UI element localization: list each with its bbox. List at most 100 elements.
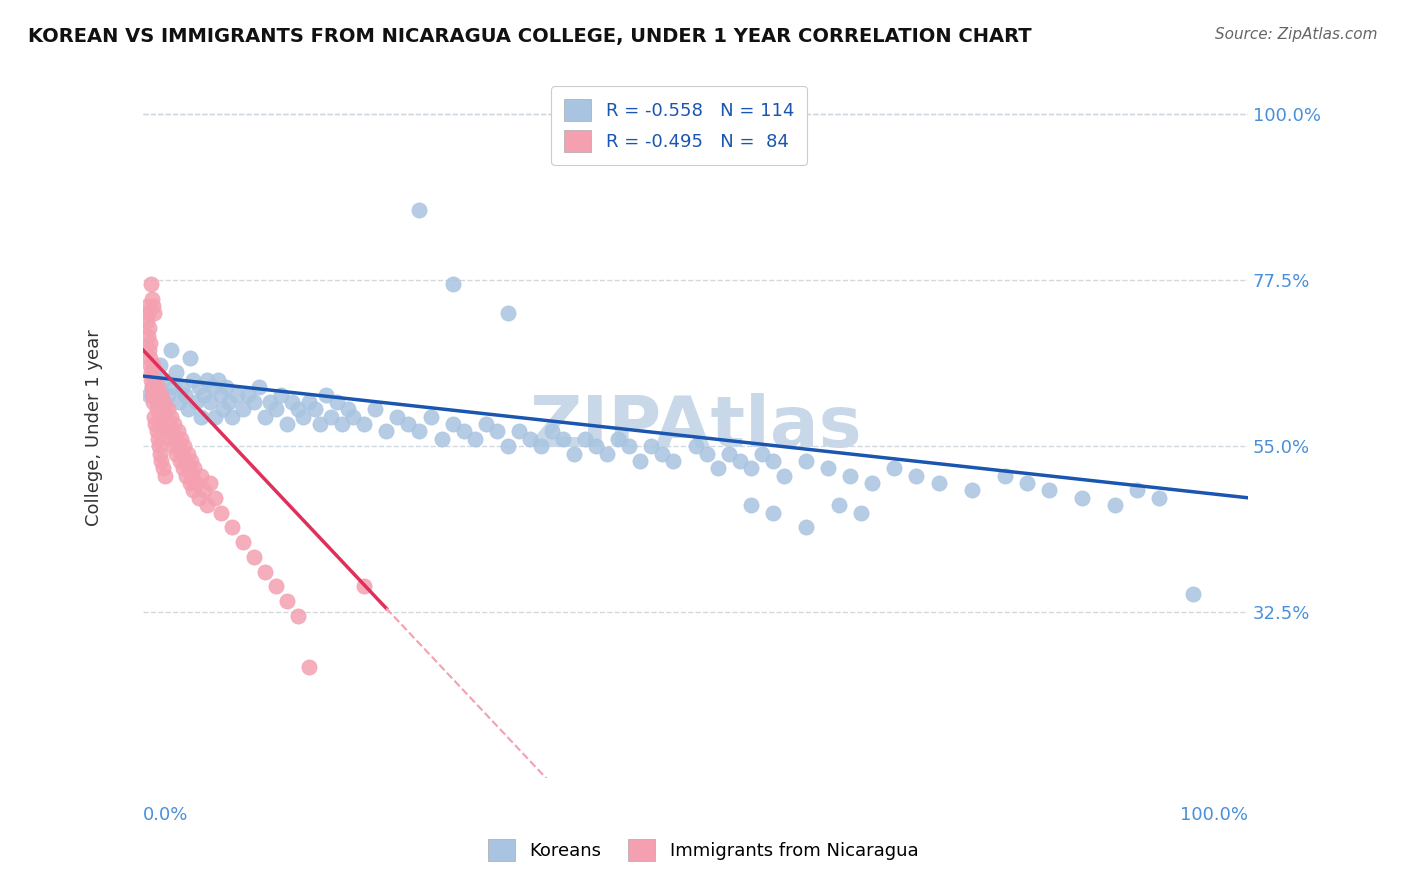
Point (172, 461, 194, 475)
Text: College, Under 1 year: College, Under 1 year (84, 329, 103, 526)
Point (156, 402, 179, 417)
Point (150, 387, 173, 401)
Point (167, 439, 190, 453)
Point (243, 549, 266, 564)
Point (662, 454, 685, 468)
Point (170, 380, 193, 394)
Point (204, 409, 226, 424)
Point (238, 387, 260, 401)
Point (163, 380, 186, 394)
Point (706, 461, 728, 475)
Point (1126, 483, 1149, 498)
Point (685, 439, 707, 453)
Point (181, 483, 204, 498)
Point (141, 380, 163, 394)
Point (176, 402, 198, 417)
Point (146, 432, 169, 446)
Point (276, 594, 298, 608)
Point (135, 299, 157, 313)
Point (342, 409, 364, 424)
Point (143, 366, 166, 380)
Point (226, 387, 249, 401)
Point (150, 454, 173, 468)
Point (193, 483, 215, 498)
Point (562, 446, 585, 460)
Point (160, 425, 183, 439)
Point (176, 468, 198, 483)
Point (136, 328, 159, 343)
Point (464, 432, 486, 446)
Point (145, 402, 167, 417)
Point (596, 446, 619, 460)
Point (253, 565, 276, 579)
Point (387, 409, 409, 424)
Point (640, 439, 662, 453)
Point (474, 417, 496, 431)
Point (149, 446, 172, 460)
Point (212, 402, 235, 417)
Point (152, 373, 174, 387)
Point (160, 343, 183, 358)
Point (585, 439, 607, 453)
Point (396, 417, 419, 431)
Point (259, 395, 281, 409)
Point (717, 446, 740, 460)
Point (519, 432, 541, 446)
Point (143, 373, 166, 387)
Point (740, 498, 762, 512)
Point (281, 395, 304, 409)
Point (165, 432, 187, 446)
Point (330, 417, 353, 431)
Point (325, 395, 347, 409)
Point (276, 417, 298, 431)
Point (180, 454, 202, 468)
Point (187, 380, 209, 394)
Point (651, 446, 673, 460)
Point (139, 335, 162, 350)
Point (157, 417, 180, 431)
Point (149, 409, 172, 424)
Point (319, 409, 342, 424)
Point (193, 387, 215, 401)
Text: ZIPAtlas: ZIPAtlas (529, 393, 862, 462)
Point (174, 387, 197, 401)
Point (298, 395, 321, 409)
Point (135, 314, 157, 328)
Point (304, 402, 326, 417)
Point (141, 380, 163, 394)
Point (728, 454, 751, 468)
Text: 100.0%: 100.0% (1180, 806, 1249, 824)
Point (163, 417, 186, 431)
Point (287, 608, 309, 623)
Point (441, 417, 464, 431)
Point (159, 432, 181, 446)
Point (142, 358, 165, 372)
Point (187, 491, 209, 505)
Point (177, 461, 200, 475)
Point (209, 506, 232, 520)
Point (139, 351, 162, 365)
Point (751, 446, 773, 460)
Point (762, 506, 785, 520)
Point (839, 468, 862, 483)
Point (156, 387, 179, 401)
Point (794, 454, 817, 468)
Point (860, 476, 883, 491)
Point (197, 498, 219, 512)
Point (232, 535, 254, 549)
Point (183, 461, 205, 475)
Point (353, 579, 375, 593)
Point (221, 409, 243, 424)
Point (197, 373, 219, 387)
Point (152, 461, 174, 475)
Point (215, 380, 238, 394)
Point (375, 425, 398, 439)
Point (152, 417, 174, 431)
Point (1104, 498, 1126, 512)
Point (139, 366, 162, 380)
Point (141, 387, 163, 401)
Point (173, 439, 195, 453)
Point (162, 439, 184, 453)
Point (170, 432, 193, 446)
Point (364, 402, 387, 417)
